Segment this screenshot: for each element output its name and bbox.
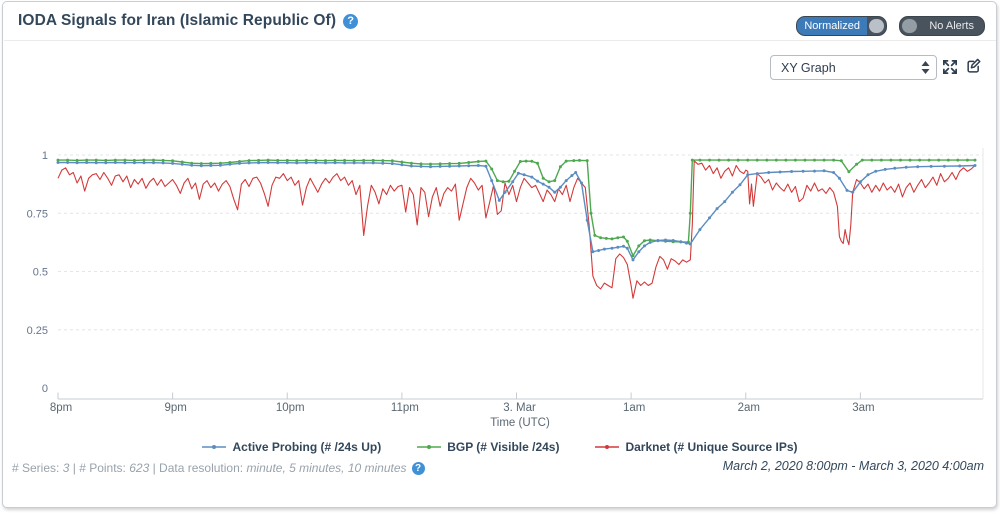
normalized-toggle[interactable]: Normalized bbox=[796, 16, 887, 36]
help-icon[interactable]: ? bbox=[411, 461, 425, 475]
legend-item-bgp[interactable]: BGP (# Visible /24s) bbox=[417, 440, 559, 454]
legend-marker-icon bbox=[595, 445, 620, 449]
legend-label: Active Probing (# /24s Up) bbox=[232, 440, 382, 454]
svg-text:0: 0 bbox=[42, 383, 48, 395]
header-divider bbox=[4, 40, 996, 41]
svg-text:8pm: 8pm bbox=[50, 402, 72, 414]
svg-text:1: 1 bbox=[42, 150, 48, 162]
legend-marker-icon bbox=[202, 445, 227, 449]
graph-type-select[interactable]: XY Graph bbox=[770, 55, 937, 80]
chart-legend: Active Probing (# /24s Up) BGP (# Visible… bbox=[0, 440, 1000, 454]
chart-meta: # Series: 3 | # Points: 623 | Data resol… bbox=[12, 461, 425, 475]
svg-text:10pm: 10pm bbox=[276, 402, 305, 414]
graph-type-value: XY Graph bbox=[781, 60, 836, 75]
toggle-knob bbox=[869, 19, 884, 33]
legend-label: BGP (# Visible /24s) bbox=[447, 440, 560, 454]
svg-text:2am: 2am bbox=[738, 402, 760, 414]
svg-text:1am: 1am bbox=[623, 402, 645, 414]
fullscreen-button[interactable] bbox=[941, 58, 959, 81]
toggle-knob bbox=[902, 19, 918, 33]
svg-text:0.75: 0.75 bbox=[27, 208, 48, 220]
legend-item-darknet[interactable]: Darknet (# Unique Source IPs) bbox=[595, 440, 798, 454]
help-icon[interactable]: ? bbox=[343, 13, 359, 29]
select-arrows-icon bbox=[921, 61, 930, 74]
legend-label: Darknet (# Unique Source IPs) bbox=[625, 440, 798, 454]
expand-arrows-icon bbox=[943, 60, 957, 74]
date-range-label: March 2, 2020 8:00pm - March 3, 2020 4:0… bbox=[722, 459, 984, 473]
svg-text:Time (UTC): Time (UTC) bbox=[490, 417, 550, 429]
normalized-toggle-label: Normalized bbox=[797, 17, 867, 35]
legend-marker-icon bbox=[417, 445, 442, 449]
no-alerts-toggle-label: No Alerts bbox=[929, 20, 974, 32]
svg-text:3. Mar: 3. Mar bbox=[503, 402, 536, 414]
svg-text:3am: 3am bbox=[852, 402, 874, 414]
svg-text:0.25: 0.25 bbox=[27, 325, 48, 337]
legend-item-active[interactable]: Active Probing (# /24s Up) bbox=[202, 440, 381, 454]
svg-text:0.5: 0.5 bbox=[33, 267, 48, 279]
page-title: IODA Signals for Iran (Islamic Republic … bbox=[18, 12, 337, 29]
panel-header: IODA Signals for Iran (Islamic Republic … bbox=[18, 12, 359, 30]
svg-text:11pm: 11pm bbox=[391, 402, 419, 414]
edit-pencil-icon bbox=[967, 58, 981, 73]
svg-text:9pm: 9pm bbox=[164, 402, 186, 414]
xy-chart[interactable]: 0 0.25 0.5 0.75 1 8pm 9pm 10pm 11pm 3. Mar 1am 2am 3… bbox=[0, 120, 1000, 436]
chart-meta-text: # Series: 3 | # Points: 623 | Data resol… bbox=[12, 461, 407, 475]
no-alerts-toggle[interactable]: No Alerts bbox=[899, 16, 985, 36]
edit-button[interactable] bbox=[964, 56, 984, 81]
